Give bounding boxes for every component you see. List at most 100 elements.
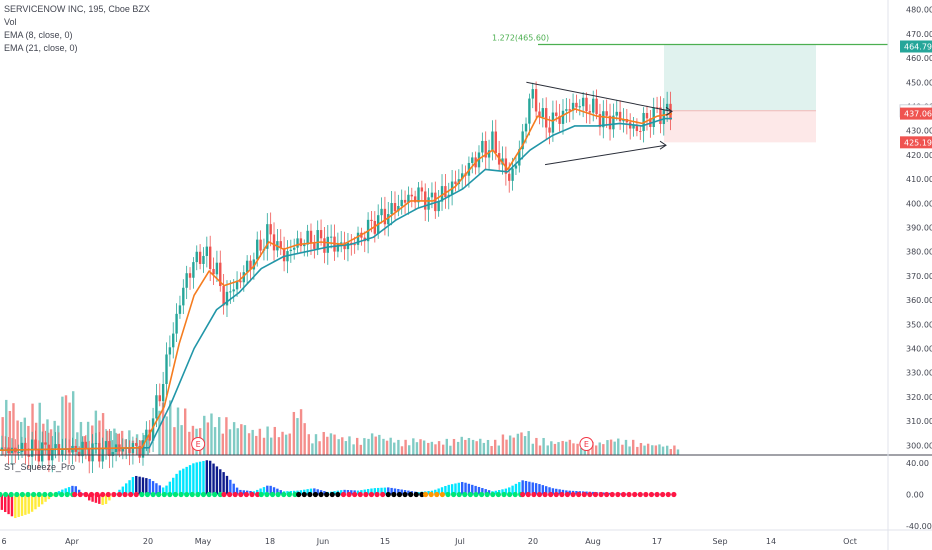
squeeze-dot <box>189 491 195 498</box>
volume-bar <box>437 441 441 455</box>
candle-body <box>336 244 340 252</box>
volume-bar <box>628 446 631 455</box>
volume-bar <box>16 420 19 455</box>
price-tick-label: 380.00 <box>906 248 932 257</box>
volume-bar <box>31 403 34 455</box>
momentum-bar <box>151 481 155 495</box>
momentum-bar <box>518 482 521 495</box>
candle-body <box>484 140 487 158</box>
candle-body <box>665 103 669 110</box>
volume-bar <box>442 444 445 455</box>
volume-bar <box>479 438 482 455</box>
candle-body <box>306 230 309 245</box>
ema8-legend[interactable]: EMA (8, close, 0) <box>4 30 73 40</box>
squeeze-dot <box>340 491 347 498</box>
momentum-bar <box>145 478 148 495</box>
candle-body <box>571 102 575 111</box>
candle-body <box>602 111 605 128</box>
candle-body <box>460 173 464 180</box>
momentum-bar <box>313 488 316 495</box>
price-tick-label: 370.00 <box>906 272 932 281</box>
momentum-bar <box>440 487 444 495</box>
momentum-bar <box>101 494 104 505</box>
squeeze-dot <box>286 491 292 498</box>
squeeze-dot <box>156 491 162 498</box>
momentum-bar <box>91 494 94 502</box>
volume-bar <box>23 417 26 455</box>
volume-bar <box>654 445 658 455</box>
momentum-bar <box>551 488 555 495</box>
candle-body <box>4 447 7 449</box>
candle-body <box>578 106 581 108</box>
candle-body <box>155 395 158 419</box>
momentum-bar <box>279 490 282 495</box>
candle-body <box>188 273 192 278</box>
candle-body <box>608 115 612 130</box>
volume-bar <box>348 436 351 455</box>
squeeze-dot <box>609 491 615 498</box>
volume-bar <box>617 438 620 455</box>
volume-bar <box>408 445 411 455</box>
squeeze-dot <box>495 491 501 498</box>
squeeze-dot <box>439 491 445 498</box>
candle-body <box>235 280 239 290</box>
volume-bar <box>643 445 646 455</box>
candle-body <box>195 251 198 263</box>
candle-body <box>440 186 444 202</box>
ema21-legend[interactable]: EMA (21, close, 0) <box>4 43 78 53</box>
squeeze-dot <box>64 491 70 498</box>
squeeze-dot <box>275 491 281 498</box>
candle-body <box>568 109 571 111</box>
volume-bar <box>251 429 254 455</box>
candle-body <box>185 273 188 288</box>
symbol-title[interactable]: SERVICENOW INC, 195, Cboe BZX <box>4 4 150 14</box>
volume-legend[interactable]: Vol <box>4 17 17 27</box>
candle-body <box>575 102 578 108</box>
volume-bar <box>284 434 288 455</box>
candle-body <box>292 247 296 250</box>
momentum-bar <box>0 494 4 510</box>
squeeze-dot <box>167 491 173 498</box>
momentum-bar <box>481 488 484 495</box>
momentum-bar <box>514 483 518 495</box>
squeeze-dot <box>150 491 156 498</box>
volume-bar <box>374 436 377 455</box>
volume-bar <box>494 439 497 455</box>
squeeze-dot <box>352 491 358 498</box>
squeeze-dot <box>654 491 660 498</box>
candle-body <box>138 445 141 458</box>
momentum-bar <box>534 483 538 495</box>
candle-body <box>151 418 155 441</box>
momentum-bar <box>175 473 178 495</box>
squeeze-dot <box>423 491 429 498</box>
volume-bar <box>385 440 389 455</box>
momentum-bar <box>387 487 390 495</box>
candle-body <box>256 239 259 260</box>
candle-body <box>44 442 47 445</box>
candle-body <box>581 97 585 107</box>
squeeze-dot <box>665 491 671 498</box>
candle-body <box>592 98 595 113</box>
volume-bar <box>456 441 460 455</box>
volume-bar <box>101 413 105 455</box>
volume-bar <box>42 423 45 455</box>
volume-bar <box>651 445 654 455</box>
price-label-text: 425.19 <box>904 138 932 147</box>
volume-bar <box>415 442 419 455</box>
squeeze-dot <box>296 491 302 498</box>
squeeze-dot <box>648 491 655 498</box>
volume-bar <box>393 442 396 455</box>
candle-body <box>494 131 497 154</box>
squeeze-legend[interactable]: ST_Squeeze_Pro <box>4 462 76 472</box>
momentum-bar <box>524 481 528 495</box>
candle-body <box>309 230 313 244</box>
volume-bar <box>516 433 520 455</box>
momentum-bar <box>484 489 487 495</box>
candle-body <box>51 448 54 461</box>
squeeze-indicator: 40.00 0.00 -40.00 <box>0 459 932 531</box>
volume-bar <box>452 438 456 455</box>
candle-body <box>282 248 286 262</box>
momentum-bar <box>356 490 360 495</box>
volume-bar <box>505 439 508 455</box>
squeeze-dot <box>576 491 582 498</box>
